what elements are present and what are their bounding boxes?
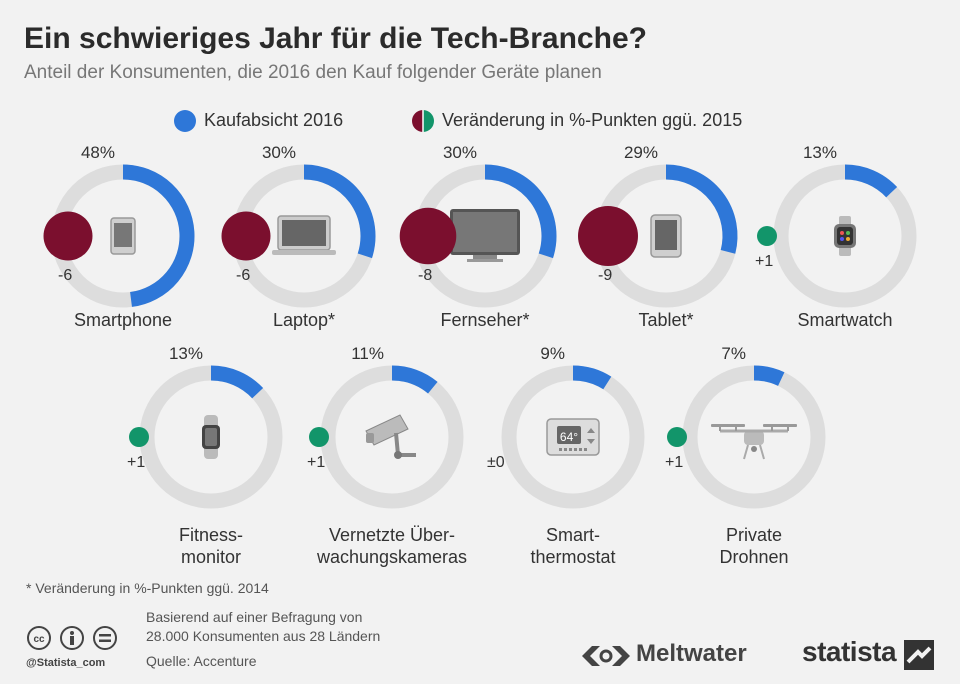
category-label: monitor: [181, 547, 241, 567]
cc-icon: [27, 626, 51, 650]
value-label: 48%: [81, 143, 115, 162]
tv-icon: [450, 209, 520, 262]
legend-change-swatch: [412, 110, 434, 132]
thermostat-icon: 64°: [546, 418, 600, 456]
tablet-icon: [650, 214, 682, 258]
drone-icon: [711, 424, 797, 460]
meltwater-logo-icon: [578, 642, 634, 670]
value-arc: [210, 365, 264, 399]
category-label: Tablet*: [638, 310, 693, 330]
category-label: thermostat: [530, 547, 615, 567]
statista-handle: @Statista_com: [26, 657, 106, 669]
value-arc: [391, 365, 438, 394]
security-camera-icon: [365, 414, 416, 459]
change-label: -6: [58, 267, 72, 284]
value-arc: [303, 164, 376, 259]
attribution-icon: [60, 626, 84, 650]
category-label: Private: [726, 525, 782, 545]
change-label: -8: [418, 267, 432, 284]
value-label: 30%: [443, 143, 477, 162]
legend-purchase-label: Kaufabsicht 2016: [204, 110, 344, 130]
source-line-3: Quelle: Accenture: [146, 653, 257, 669]
footnote: * Veränderung in %-Punkten ggü. 2014: [26, 580, 269, 596]
category-label: Fitness-: [179, 525, 243, 545]
change-bubble: [757, 226, 777, 246]
svg-text:cc: cc: [33, 634, 45, 645]
category-label: Smartwatch: [797, 310, 892, 330]
category-label: Fernseher*: [440, 310, 529, 330]
laptop-icon: [272, 215, 336, 255]
page-title: Ein schwieriges Jahr für die Tech-Branch…: [24, 22, 647, 55]
value-label: 11%: [351, 344, 384, 363]
change-label: -9: [598, 267, 612, 284]
statista-logo-icon: [904, 640, 934, 670]
smartwatch-icon: [834, 216, 856, 256]
change-label: +1: [127, 454, 145, 471]
value-label: 29%: [624, 143, 658, 162]
value-label: 7%: [721, 344, 746, 363]
change-bubble: [399, 207, 457, 265]
value-label: 9%: [540, 344, 565, 363]
value-arc: [484, 164, 557, 259]
change-label: +1: [755, 253, 773, 270]
category-label: Vernetzte Über-: [329, 525, 455, 545]
change-bubble: [43, 211, 93, 261]
value-label: 30%: [262, 143, 296, 162]
source-line-1: Basierend auf einer Befragung von: [146, 609, 363, 625]
change-label: +1: [665, 454, 683, 471]
value-arc: [572, 365, 612, 390]
change-bubble: [309, 427, 329, 447]
change-label: ±0: [487, 454, 505, 471]
value-label: 13%: [803, 143, 837, 162]
noderivs-icon: [93, 626, 117, 650]
license-icons: cc: [26, 624, 118, 652]
legend-change-label: Veränderung in %-Punkten ggü. 2015: [442, 110, 743, 130]
source-line-2: 28.000 Konsumenten aus 28 Ländern: [146, 628, 381, 644]
legend-purchase-swatch: [174, 110, 196, 132]
category-label: wachungskameras: [316, 547, 467, 567]
value-arc: [753, 365, 785, 386]
svg-text:64°: 64°: [560, 430, 578, 444]
value-arc: [844, 164, 898, 198]
value-arc: [665, 164, 738, 254]
smartphone-icon: [110, 217, 136, 255]
change-label: -6: [236, 267, 250, 284]
category-label: Laptop*: [273, 310, 335, 330]
fitness-tracker-icon: [202, 415, 220, 459]
category-label: Drohnen: [719, 547, 788, 567]
change-bubble: [667, 427, 687, 447]
change-bubble: [578, 206, 638, 266]
change-bubble: [129, 427, 149, 447]
category-label: Smart-: [546, 525, 600, 545]
change-label: +1: [307, 454, 325, 471]
statista-logo-text: statista: [802, 636, 897, 667]
meltwater-logo-text: Meltwater: [636, 640, 747, 667]
category-label: Smartphone: [74, 310, 172, 330]
change-bubble: [221, 211, 271, 261]
value-label: 13%: [169, 344, 203, 363]
value-arc: [122, 164, 195, 307]
page-subtitle: Anteil der Konsumenten, die 2016 den Kau…: [24, 62, 602, 83]
